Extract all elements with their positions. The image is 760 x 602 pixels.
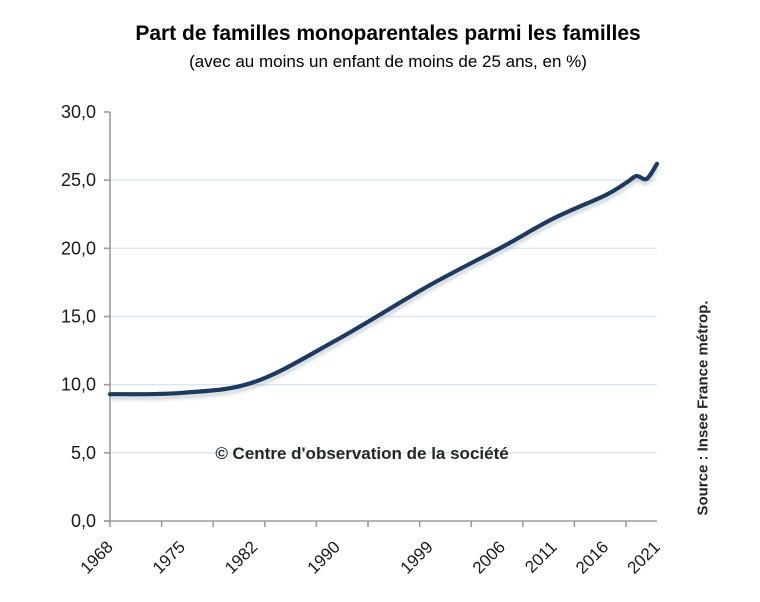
x-tick-label: 1999 [397, 537, 437, 577]
x-tick-label: 1968 [77, 537, 117, 577]
x-tick-label: 1975 [149, 537, 189, 577]
x-tick-label: 2016 [572, 537, 612, 577]
x-tick-label: 1990 [304, 537, 344, 577]
data-series [107, 161, 660, 401]
source-label: Source : Insee France métrop. [694, 300, 712, 516]
y-tick-label: 25,0 [61, 170, 96, 190]
y-tick-label: 20,0 [61, 238, 96, 258]
y-tick-label: 5,0 [71, 443, 96, 463]
x-tick-label: 2021 [624, 537, 664, 577]
x-tick-label: 2006 [469, 537, 509, 577]
watermark-copyright: © Centre d'observation de la société [215, 444, 509, 463]
y-tick-label: 10,0 [61, 375, 96, 395]
axis-ticks [104, 111, 627, 527]
series-line-shadow [110, 166, 660, 401]
y-axis-labels: 0,0 5,0 10,0 15,0 20,0 25,0 30,0 [61, 102, 96, 531]
y-tick-label: 0,0 [71, 511, 96, 531]
x-tick-label: 2011 [521, 537, 560, 576]
series-line-monoparental [107, 161, 660, 397]
chart-title: Part de familles monoparentales parmi le… [135, 22, 641, 45]
x-tick-label: 1982 [221, 537, 261, 577]
y-tick-label: 30,0 [61, 102, 96, 122]
x-axis-labels: 1968 1975 1982 1990 1999 2006 2011 2016 2021 [77, 537, 664, 577]
chart-subtitle: (avec au moins un enfant de moins de 25 … [189, 52, 587, 71]
y-tick-label: 15,0 [61, 307, 96, 327]
